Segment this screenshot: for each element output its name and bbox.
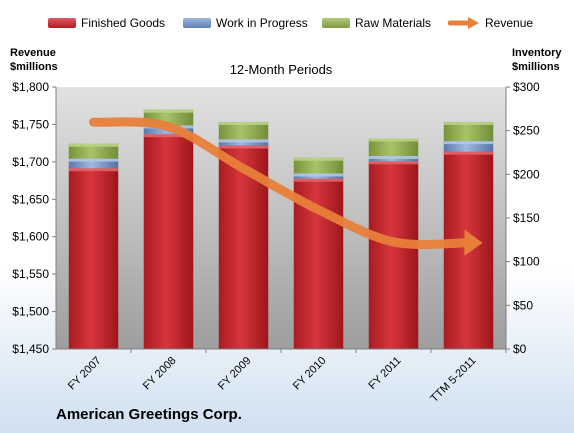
bar-work-in-progress-1 <box>68 158 119 169</box>
legend-swatch-work-in-progress <box>183 18 211 28</box>
left-tick-label-1: $1,450 <box>12 342 49 356</box>
bar-raw-materials-5 <box>368 138 419 156</box>
right-tick-label-7: $300 <box>513 80 540 94</box>
plot-area <box>56 87 506 349</box>
x-tick-label-6: TTM 5-2011 <box>428 355 478 405</box>
legend-label-finished-goods: Finished Goods <box>81 16 166 30</box>
left-tick-label-6: $1,700 <box>12 155 49 169</box>
company-name: American Greetings Corp. <box>56 406 242 423</box>
bar-work-in-progress-3 <box>218 139 269 146</box>
bar-raw-materials-1 <box>68 143 119 159</box>
left-tick-label-2: $1,500 <box>12 305 49 319</box>
right-tick-label-2: $50 <box>513 298 533 312</box>
legend-label-raw-materials: Raw Materials <box>355 16 432 30</box>
bar-raw-materials-6 <box>443 121 494 142</box>
left-tick-label-8: $1,800 <box>12 80 49 94</box>
right-tick-label-1: $0 <box>513 342 527 356</box>
left-axis-title: Revenue $millions <box>10 46 58 74</box>
right-axis-title-line-2: $millions <box>512 61 560 73</box>
legend-arrow-revenue <box>447 17 479 29</box>
right-tick-label-6: $250 <box>513 124 540 138</box>
bar-top-work-in-progress-6 <box>443 141 494 145</box>
right-axis-title: Inventory $millions <box>512 46 562 74</box>
legend-label-work-in-progress: Work in Progress <box>216 16 308 30</box>
bar-top-work-in-progress-5 <box>368 155 419 159</box>
left-tick-label-7: $1,750 <box>12 117 49 131</box>
right-tick-label-5: $200 <box>513 167 540 181</box>
bar-top-finished-goods-2 <box>143 134 194 138</box>
bar-top-work-in-progress-4 <box>293 173 344 177</box>
left-tick-label-4: $1,600 <box>12 230 49 244</box>
bar-top-raw-materials-6 <box>443 121 494 125</box>
bar-top-raw-materials-4 <box>293 157 344 161</box>
legend-item-raw-materials: Raw Materials <box>322 16 431 30</box>
bar-raw-materials-3 <box>218 121 269 140</box>
right-tick-label-4: $150 <box>513 211 540 225</box>
legend: Finished Goods Work in Progress Raw Mate… <box>0 8 574 36</box>
chart-subtitle: 12-Month Periods <box>229 62 333 77</box>
left-tick-label-5: $1,650 <box>12 192 49 206</box>
bar-top-finished-goods-1 <box>68 168 119 172</box>
legend-item-revenue: Revenue <box>447 16 534 30</box>
bar-top-raw-materials-3 <box>218 121 269 125</box>
legend-swatch-raw-materials <box>322 18 350 28</box>
bar-finished-goods-2 <box>143 134 194 349</box>
bar-top-finished-goods-6 <box>443 151 494 155</box>
legend-item-finished-goods: Finished Goods <box>48 16 165 30</box>
bar-top-finished-goods-4 <box>293 178 344 182</box>
right-axis-title-line-1: Inventory <box>512 47 562 59</box>
bar-top-raw-materials-2 <box>143 109 194 113</box>
bar-finished-goods-1 <box>68 168 119 349</box>
bar-top-finished-goods-5 <box>368 161 419 165</box>
bar-top-work-in-progress-3 <box>218 139 269 143</box>
x-tick-label-5: FY 2011 <box>366 355 403 392</box>
left-axis-title-line-2: $millions <box>10 61 58 73</box>
bar-raw-materials-4 <box>293 157 344 174</box>
bar-finished-goods-5 <box>368 161 419 349</box>
x-tick-label-1: FY 2007 <box>66 355 104 393</box>
x-tick-label-4: FY 2010 <box>291 355 329 393</box>
x-tick-label-2: FY 2008 <box>141 355 179 393</box>
bar-top-work-in-progress-1 <box>68 158 119 162</box>
legend-label-revenue: Revenue <box>485 16 534 30</box>
right-tick-label-3: $100 <box>513 255 540 269</box>
bar-top-finished-goods-3 <box>218 145 269 149</box>
bar-top-raw-materials-1 <box>68 143 119 147</box>
x-tick-label-3: FY 2009 <box>216 355 254 393</box>
revenue-line-group <box>89 117 483 256</box>
bar-top-raw-materials-5 <box>368 138 419 142</box>
legend-item-work-in-progress: Work in Progress <box>183 16 308 30</box>
bar-work-in-progress-6 <box>443 141 494 152</box>
revenue-line <box>89 117 473 250</box>
legend-swatch-finished-goods <box>48 18 76 28</box>
left-axis-title-line-1: Revenue <box>10 47 56 59</box>
left-tick-label-3: $1,550 <box>12 267 49 281</box>
revenue-arrow-head <box>464 229 483 256</box>
